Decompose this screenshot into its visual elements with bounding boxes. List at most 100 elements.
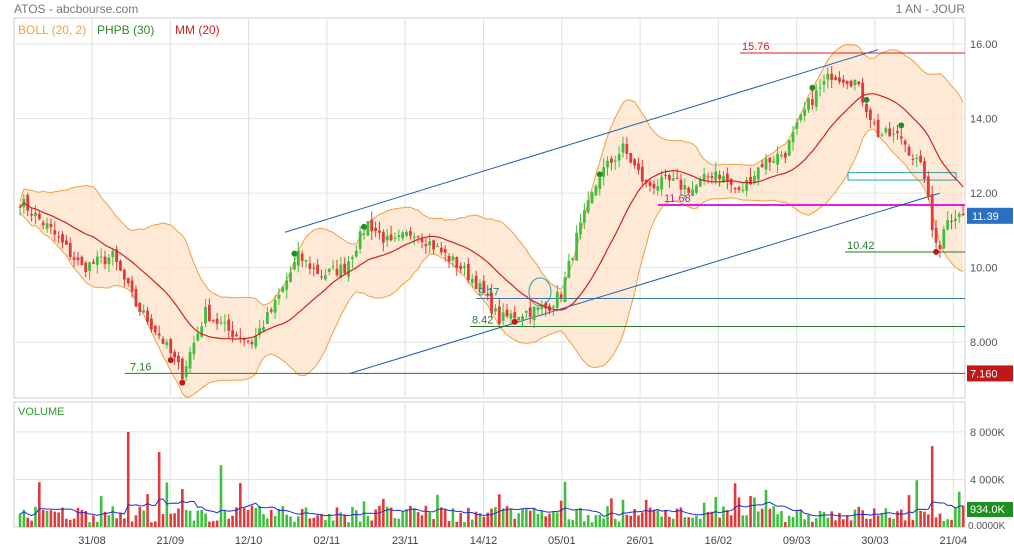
- volume-bar: [18, 513, 22, 527]
- candle-body: [219, 322, 223, 324]
- candle-body: [327, 268, 331, 272]
- candle-body: [192, 342, 196, 355]
- volume-bar: [169, 513, 173, 527]
- candle-body: [544, 303, 548, 309]
- volume-bar: [602, 518, 605, 527]
- volume-bar: [675, 508, 679, 527]
- volume-bar: [729, 515, 733, 527]
- volume-bar: [668, 516, 671, 527]
- candle-body: [950, 220, 953, 222]
- x-tick-label: 21/04: [940, 535, 968, 547]
- candle-body: [888, 128, 892, 137]
- candle-body: [923, 161, 926, 180]
- candle-body: [126, 277, 130, 284]
- volume-bar: [540, 510, 544, 527]
- candle-body: [957, 213, 961, 217]
- candle-body: [289, 272, 292, 282]
- volume-bar: [347, 522, 350, 527]
- mm20-line: [19, 93, 964, 340]
- candle-body: [803, 109, 807, 116]
- candle-body: [540, 306, 544, 309]
- volume-bar: [335, 507, 339, 527]
- candle-body: [265, 311, 269, 324]
- candle-body: [582, 210, 586, 223]
- candle-body: [563, 277, 567, 303]
- x-tick-label: 23/11: [392, 535, 419, 547]
- candle-body: [896, 131, 899, 134]
- candle-body: [466, 263, 470, 281]
- volume-bar: [532, 507, 536, 527]
- candle-body: [810, 99, 814, 105]
- candle-body: [72, 257, 76, 260]
- volume-bar: [409, 505, 412, 527]
- candle-body: [285, 280, 289, 290]
- candle-body: [308, 263, 312, 269]
- volume-bar: [718, 517, 721, 527]
- candle-body: [552, 306, 555, 308]
- volume-bar: [737, 497, 741, 527]
- candle-body: [122, 269, 126, 280]
- candle-body: [768, 157, 772, 163]
- volume-bar: [826, 517, 830, 527]
- volume-bar: [474, 511, 478, 527]
- legend-item-1: PHPB (30): [97, 23, 154, 37]
- candle-body: [691, 189, 694, 197]
- candle-body: [76, 257, 80, 261]
- candle-body: [161, 338, 165, 344]
- candle-body: [830, 73, 834, 80]
- volume-bar: [710, 511, 714, 527]
- candle-body: [737, 187, 741, 190]
- candle-body: [347, 261, 350, 277]
- volume-bar: [961, 505, 965, 527]
- candle-body: [30, 213, 33, 216]
- volume-bar: [99, 496, 103, 527]
- volume-bar: [138, 507, 142, 527]
- candle-body: [841, 79, 845, 83]
- candle-body: [521, 316, 524, 320]
- x-tick-label: 12/10: [235, 535, 263, 547]
- volume-bar: [594, 515, 598, 527]
- volume-bar: [266, 518, 269, 527]
- candle-body: [277, 295, 281, 299]
- y-tick-label: 16.00: [970, 39, 998, 51]
- candle-body: [378, 230, 381, 233]
- volume-bar: [791, 517, 795, 527]
- volume-bar: [440, 507, 443, 527]
- volume-bar: [683, 517, 687, 527]
- candle-body: [343, 263, 347, 274]
- volume-bar: [764, 489, 768, 527]
- candle-body: [594, 186, 598, 196]
- candle-body: [892, 133, 895, 135]
- highlight-circle: [528, 277, 552, 307]
- volume-bar: [950, 519, 953, 527]
- candle-body: [250, 342, 254, 345]
- volume-bar: [227, 518, 231, 527]
- volume-bar: [115, 518, 118, 527]
- volume-bar: [84, 511, 88, 527]
- volume-bar: [26, 517, 30, 527]
- candle-body: [679, 179, 683, 190]
- volume-bar: [401, 511, 404, 527]
- candle-body: [579, 222, 582, 235]
- candle-body: [930, 194, 934, 231]
- candle-body: [625, 144, 629, 154]
- volume-bar: [946, 519, 949, 527]
- candle-body: [559, 294, 563, 299]
- volume-bar: [625, 514, 629, 527]
- candle-body: [807, 97, 810, 110]
- volume-bar: [432, 519, 435, 527]
- volume-bar: [111, 506, 115, 527]
- candle-body: [753, 175, 756, 183]
- candle-body: [795, 122, 799, 130]
- volume-bar: [830, 511, 834, 527]
- volume-bar: [107, 515, 111, 527]
- candle-body: [772, 161, 776, 163]
- volume-bar: [698, 518, 702, 527]
- volume-bar: [204, 513, 207, 527]
- candle-body: [146, 310, 149, 322]
- candle-body: [180, 358, 184, 380]
- candle-body: [451, 256, 455, 261]
- pivot-dot: [898, 122, 905, 129]
- candle-body: [223, 322, 227, 324]
